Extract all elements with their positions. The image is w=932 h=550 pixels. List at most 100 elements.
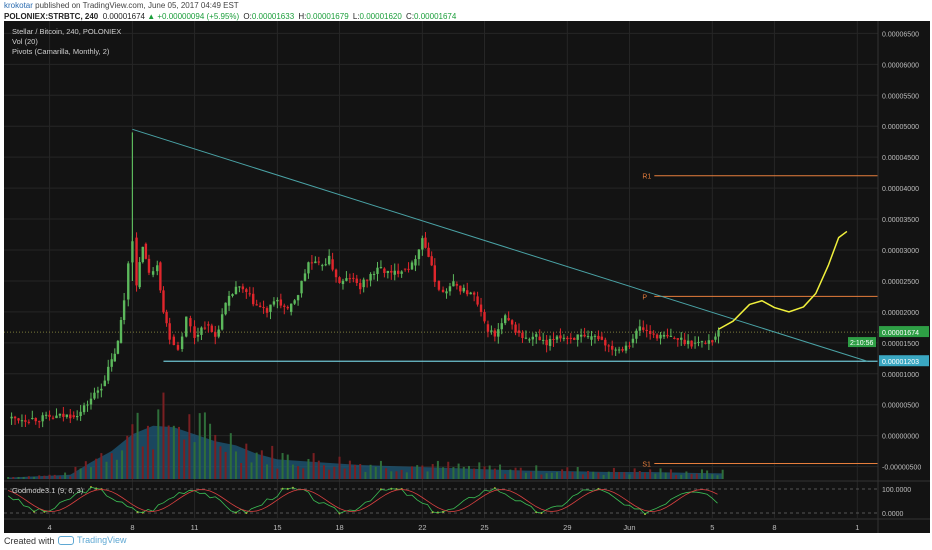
candle-body xyxy=(697,341,700,343)
candle-body xyxy=(497,329,500,337)
current-price-tag xyxy=(879,326,929,338)
chart-area[interactable]: R1 P S1 0.00006500 0.00006000 0.00005500 0.000… xyxy=(4,21,930,533)
candle-body xyxy=(227,295,231,306)
candle-body xyxy=(545,339,548,346)
candle-body xyxy=(704,342,707,344)
tradingview-brand: TradingView xyxy=(77,535,127,545)
volume-bar xyxy=(146,425,149,479)
candle-body xyxy=(96,390,100,393)
volume-bar xyxy=(395,471,398,479)
volume-bar xyxy=(110,453,113,479)
candle-body xyxy=(265,308,269,313)
candle-body xyxy=(597,335,600,340)
volume-bar xyxy=(545,473,548,479)
candle-body xyxy=(490,330,493,332)
y-tick-label: 0.00002000 xyxy=(882,310,919,317)
volume-bar xyxy=(312,453,315,479)
candle-body xyxy=(500,323,503,330)
candle-body xyxy=(472,292,476,295)
candle-body xyxy=(310,262,314,264)
volume-bar xyxy=(426,471,429,479)
y-tick-label: 0.00006500 xyxy=(882,31,919,38)
candle-body xyxy=(517,330,521,333)
volume-bar xyxy=(457,463,460,479)
candle-body xyxy=(10,416,13,419)
author-link[interactable]: krokotar xyxy=(4,1,33,10)
candle-body xyxy=(476,296,479,305)
candle-body xyxy=(611,345,614,350)
candle-body xyxy=(479,304,483,313)
support-price-tag xyxy=(879,355,929,367)
candle-body xyxy=(193,326,196,338)
candle-body xyxy=(220,314,224,330)
candle-body xyxy=(200,327,203,335)
legend-volume: Vol (20) xyxy=(12,37,38,46)
x-tick-label: 29 xyxy=(563,523,571,532)
volume-bar xyxy=(400,469,403,479)
volume-bar xyxy=(369,464,372,479)
candle-body xyxy=(365,279,369,281)
price-chart[interactable]: R1 P S1 0.00006500 0.00006000 0.00005500 0.000… xyxy=(4,21,930,533)
volume-bar xyxy=(162,392,165,479)
candle-body xyxy=(234,286,238,295)
candle-body xyxy=(27,421,31,423)
volume-bar xyxy=(504,473,507,479)
candle-body xyxy=(162,290,165,313)
candle-body xyxy=(210,325,213,333)
pivot-label: S1 xyxy=(642,462,651,469)
volume-bar xyxy=(219,446,222,479)
volume-bar xyxy=(483,466,486,479)
volume-bar xyxy=(654,473,657,479)
price-axis xyxy=(878,21,930,533)
candle-body xyxy=(521,332,524,339)
candle-body xyxy=(348,278,352,280)
candle-body xyxy=(427,247,430,257)
volume-bar xyxy=(623,472,626,479)
x-tick-label: 8 xyxy=(130,523,134,532)
volume-bar xyxy=(514,467,517,479)
x-tick-label: 22 xyxy=(418,523,426,532)
candle-body xyxy=(711,340,714,343)
y-tick-label: 0.00000500 xyxy=(882,403,919,410)
y-tick-label: -0.00000500 xyxy=(882,465,921,472)
candle-body xyxy=(466,290,469,295)
volume-bar xyxy=(136,412,139,479)
volume-bar xyxy=(95,458,98,479)
candle-body xyxy=(231,294,234,296)
candle-body xyxy=(331,259,334,270)
candle-body xyxy=(75,416,79,418)
x-tick-label: 25 xyxy=(480,523,488,532)
volume-bar xyxy=(276,468,279,479)
candle-body xyxy=(362,279,365,288)
volume-bar xyxy=(597,472,600,479)
tradingview-icon xyxy=(58,536,74,546)
x-tick-label: 8 xyxy=(772,523,776,532)
candle-body xyxy=(593,335,597,337)
volume-bar xyxy=(22,477,25,479)
volume-bar xyxy=(328,469,331,479)
volume-bar xyxy=(462,466,465,479)
candle-body xyxy=(89,398,93,405)
tradingview-logo[interactable]: TradingView xyxy=(58,535,127,546)
volume-bar xyxy=(17,477,20,479)
candle-body xyxy=(217,329,220,337)
candle-body xyxy=(617,349,621,351)
candle-body xyxy=(296,295,300,301)
volume-bar xyxy=(711,474,714,479)
volume-bar xyxy=(12,477,15,479)
volume-bar xyxy=(79,468,82,479)
candle-body xyxy=(386,270,390,273)
volume-bar xyxy=(167,425,170,479)
x-tick-label: Jun xyxy=(623,523,635,532)
candle-body xyxy=(245,289,248,292)
candle-body xyxy=(307,262,310,274)
volume-bar xyxy=(592,471,595,479)
legend-title: Stellar / Bitcoin, 240, POLONIEX xyxy=(12,27,122,36)
volume-bar xyxy=(302,468,305,479)
volume-bar xyxy=(680,474,683,479)
volume-bar xyxy=(535,465,538,479)
candle-body xyxy=(576,334,579,340)
countdown-tag xyxy=(848,337,876,348)
volume-bar xyxy=(721,469,724,479)
candle-body xyxy=(352,277,355,279)
